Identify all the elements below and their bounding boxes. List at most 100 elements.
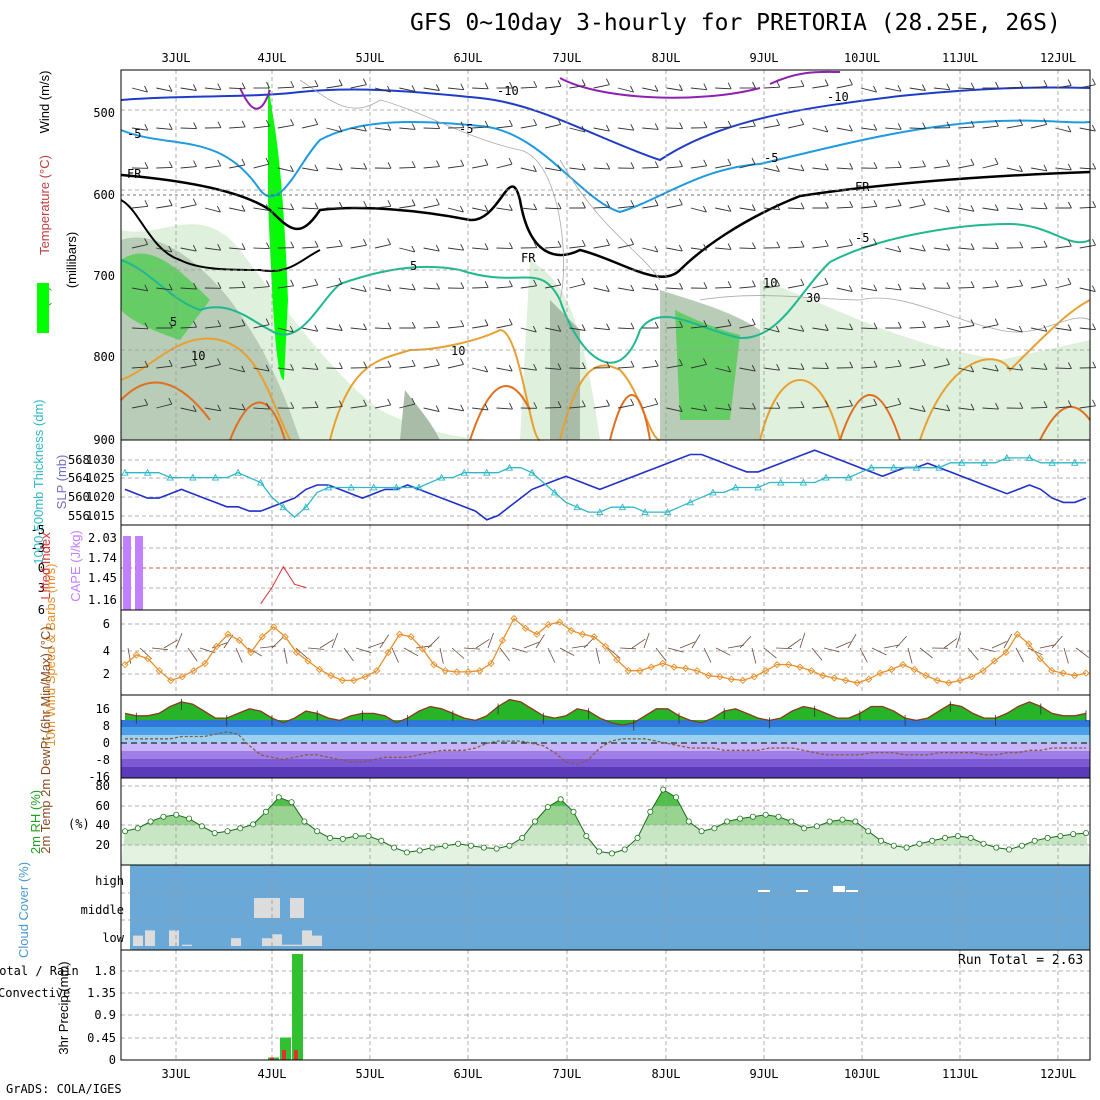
wind10-marker <box>739 676 747 685</box>
wind-barb <box>1079 244 1096 249</box>
wind10-tick-label: 6 <box>103 617 110 631</box>
wind-barb-flag <box>581 125 586 133</box>
wind-barb-flag <box>533 80 538 88</box>
wind-barb-flag <box>800 401 805 408</box>
wind-barb-flag <box>387 360 392 368</box>
wind10-barb <box>787 638 802 649</box>
contour-label: 5 <box>410 259 417 273</box>
precip-tick-label: 1.35 <box>87 986 116 1000</box>
wind-barb <box>545 207 562 210</box>
wind10-speed-line <box>124 617 1087 684</box>
wind-barb <box>253 125 270 129</box>
rh-marker <box>801 825 808 832</box>
rh-marker <box>506 842 513 849</box>
wind10-marker <box>979 667 987 675</box>
wind-barb-flag <box>751 280 756 287</box>
wind-barb-flag <box>144 85 148 93</box>
wind-barb <box>642 87 659 92</box>
grads-credit: GrADS: COLA/IGES <box>6 1082 122 1096</box>
wind-barb-flag <box>873 123 878 131</box>
rh-marker <box>147 818 154 825</box>
wind-barb-flag <box>703 121 708 128</box>
wind10-marker <box>361 673 369 681</box>
wind-barb-flag <box>168 245 173 253</box>
wind-barb <box>715 325 732 329</box>
wind-barb <box>642 247 658 253</box>
wind-barb <box>958 164 974 169</box>
wind-barb <box>860 127 877 131</box>
wind-barb-flag <box>970 281 975 288</box>
wind-barb <box>423 326 440 329</box>
wind-barb-flag <box>946 121 951 128</box>
wind-barb <box>715 247 732 250</box>
thickness-marker <box>1025 453 1034 461</box>
wind-barb-flag <box>848 124 853 132</box>
wind10-marker <box>853 679 861 687</box>
wind-barb-flag <box>994 119 999 127</box>
precip-total-bar <box>280 1037 291 1060</box>
temp-axis-label: 2m Temp 2m DewPt (6hr Min/Max) (°C) <box>38 626 53 853</box>
wind-barb <box>860 366 878 369</box>
wind-barb <box>374 205 391 209</box>
temperature-band <box>121 767 1090 778</box>
wind-barb-flag <box>606 200 611 208</box>
wind-barb <box>836 84 853 89</box>
wind-barb-flag <box>800 278 805 286</box>
wind-barb-flag <box>168 199 173 206</box>
wind-barb-flag <box>241 281 246 288</box>
wind-barb-flag <box>1018 325 1023 333</box>
wind-barb-flag <box>752 242 756 249</box>
date-tick-bottom: 8JUL <box>652 1067 681 1081</box>
wind-barb-flag <box>217 320 222 327</box>
wind10-marker <box>384 648 392 657</box>
millibars-axis-label: (millibars) <box>64 232 79 288</box>
wind-barb-flag <box>314 118 319 125</box>
thickness-marker <box>935 463 943 471</box>
wind10-marker <box>190 667 198 675</box>
wind-barb-flag <box>241 243 246 250</box>
rh-marker <box>326 834 333 841</box>
wind-barb <box>472 207 488 212</box>
wind10-barb <box>463 647 481 650</box>
rh-marker <box>775 813 782 820</box>
wind10-marker <box>155 667 163 675</box>
contour-label: -5 <box>764 151 778 165</box>
wind10-marker <box>796 663 804 671</box>
rh-marker <box>967 834 974 841</box>
wind-barb <box>739 163 756 169</box>
wind-barb-flag <box>970 158 975 166</box>
wind-barb <box>545 406 562 409</box>
wind-barb-flag <box>362 78 367 85</box>
wind-barb <box>496 163 513 169</box>
slp-tick-label: 1015 <box>86 509 115 523</box>
wind-barb-flag <box>1043 80 1048 87</box>
wind-barb <box>374 127 391 131</box>
wind10-marker <box>315 665 324 674</box>
wind10-marker <box>750 673 758 681</box>
wind-barb <box>569 167 586 171</box>
contour-label: -5 <box>459 122 473 136</box>
wind-barb <box>253 247 270 250</box>
wind-barb <box>180 326 197 329</box>
wind-barb-flag <box>654 283 659 291</box>
isotherm-minus15 <box>239 70 841 110</box>
temp-tick-label: 8 <box>103 719 110 733</box>
wind-barb <box>593 206 610 209</box>
wind-barb <box>788 246 805 249</box>
date-tick-top: 11JUL <box>942 51 978 65</box>
wind-barb-flag <box>703 83 708 90</box>
wind-barb-flag <box>654 161 659 168</box>
wind-barb <box>642 287 659 291</box>
wind10-barb <box>955 632 962 649</box>
wind-barb <box>739 286 756 289</box>
rh2m-units-label: (%) <box>68 817 90 831</box>
wind-barb <box>277 124 294 129</box>
thickness-marker <box>369 483 378 491</box>
wind-barb <box>982 207 999 211</box>
thickness-marker <box>166 473 174 481</box>
wind-barb <box>374 366 392 369</box>
wind-barb-flag <box>994 204 999 211</box>
thickness-marker <box>618 503 627 511</box>
wind-barb <box>666 127 683 130</box>
wind-barb <box>229 207 245 212</box>
